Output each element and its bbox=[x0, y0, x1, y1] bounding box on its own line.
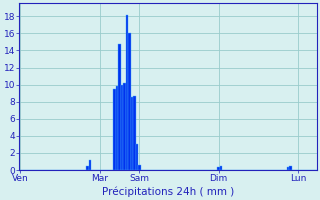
Bar bbox=[220, 166, 222, 170]
Bar bbox=[128, 33, 131, 170]
Bar bbox=[118, 44, 121, 170]
X-axis label: Précipitations 24h ( mm ): Précipitations 24h ( mm ) bbox=[102, 186, 234, 197]
Bar bbox=[136, 144, 138, 170]
Bar bbox=[289, 166, 292, 170]
Bar bbox=[138, 165, 140, 170]
Bar bbox=[121, 85, 123, 170]
Bar bbox=[113, 89, 116, 170]
Bar bbox=[89, 160, 91, 170]
Bar bbox=[217, 167, 220, 170]
Bar bbox=[287, 167, 289, 170]
Bar bbox=[126, 15, 128, 170]
Bar bbox=[116, 86, 118, 170]
Bar bbox=[131, 97, 133, 170]
Bar bbox=[123, 83, 126, 170]
Bar bbox=[133, 96, 136, 170]
Bar bbox=[86, 166, 89, 170]
